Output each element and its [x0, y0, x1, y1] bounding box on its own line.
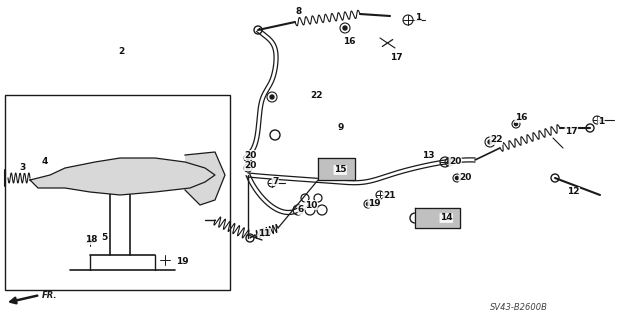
Polygon shape	[185, 152, 225, 205]
Text: 20: 20	[459, 174, 472, 182]
Polygon shape	[318, 158, 355, 180]
Text: 19: 19	[368, 198, 381, 207]
Text: SV43-B2600B: SV43-B2600B	[490, 303, 548, 313]
Text: 22: 22	[310, 92, 323, 100]
Text: 14: 14	[440, 213, 452, 222]
Bar	[5, 95, 230, 290]
Text: 15: 15	[334, 166, 346, 174]
Circle shape	[270, 95, 274, 99]
Text: 19: 19	[176, 257, 189, 266]
Text: 12: 12	[567, 188, 579, 197]
Circle shape	[366, 202, 370, 206]
Text: 1: 1	[415, 13, 421, 23]
Circle shape	[515, 122, 518, 126]
Text: 11: 11	[258, 228, 271, 238]
Text: 8: 8	[296, 8, 302, 17]
Circle shape	[246, 167, 250, 170]
Polygon shape	[30, 158, 215, 195]
Text: 2: 2	[118, 47, 124, 56]
Text: 7: 7	[272, 176, 278, 186]
Circle shape	[35, 176, 39, 180]
Text: 13: 13	[422, 151, 435, 160]
Text: 16: 16	[515, 114, 527, 122]
Text: 17: 17	[565, 128, 578, 137]
Text: 17: 17	[390, 54, 403, 63]
Text: 10: 10	[305, 201, 317, 210]
Circle shape	[456, 176, 459, 180]
Text: 20: 20	[449, 158, 461, 167]
Text: 1: 1	[598, 117, 604, 127]
Circle shape	[106, 241, 109, 244]
Text: 22: 22	[490, 136, 502, 145]
Text: 21: 21	[383, 191, 396, 201]
Text: 6: 6	[298, 205, 304, 214]
Text: 20: 20	[244, 161, 257, 170]
Circle shape	[343, 26, 347, 30]
Circle shape	[246, 156, 250, 160]
Text: 18: 18	[85, 235, 97, 244]
Circle shape	[447, 160, 451, 164]
Text: 4: 4	[42, 158, 49, 167]
Text: FR.: FR.	[42, 291, 58, 300]
Polygon shape	[415, 208, 460, 228]
Text: 20: 20	[244, 151, 257, 160]
Circle shape	[488, 140, 492, 144]
Text: 9: 9	[338, 122, 344, 131]
Text: 3: 3	[19, 164, 25, 173]
Text: 16: 16	[343, 38, 355, 47]
Text: 5: 5	[101, 234, 108, 242]
